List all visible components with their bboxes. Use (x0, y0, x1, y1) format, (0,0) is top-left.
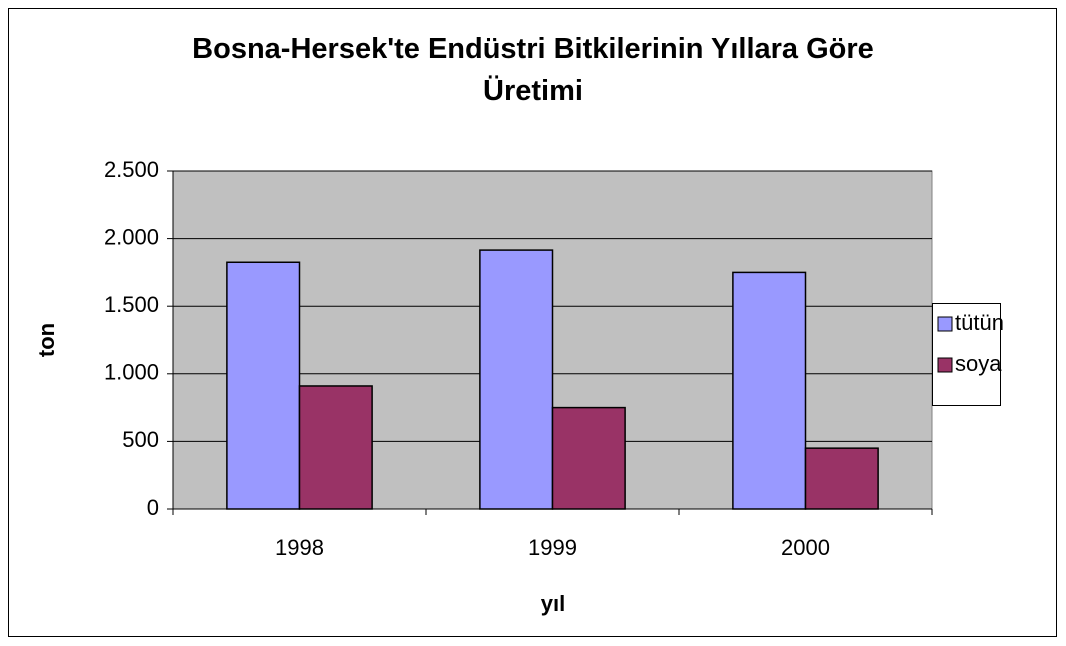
y-tick-label: 1.000 (104, 360, 159, 385)
bar (551, 406, 626, 510)
y-tick-label: 0 (147, 495, 159, 520)
y-tick-label: 1.500 (104, 292, 159, 317)
x-tick-label: 2000 (781, 535, 830, 560)
y-axis-title: ton (34, 323, 59, 357)
chart-title: Bosna-Hersek'te Endüstri Bitkilerinin Yı… (192, 33, 874, 107)
legend-label: soya (955, 351, 1002, 376)
bar (479, 249, 554, 510)
legend-swatch (937, 357, 953, 373)
y-tick-label: 2.000 (104, 224, 159, 249)
legend-label: tütün (955, 310, 1004, 335)
bar (804, 447, 879, 510)
bar (732, 271, 807, 510)
bar (226, 261, 301, 510)
x-tick-label: 1998 (275, 535, 324, 560)
x-axis-title: yıl (541, 591, 565, 616)
y-tick-label: 500 (122, 427, 159, 452)
legend-swatch (937, 316, 953, 332)
x-tick-label: 1999 (528, 535, 577, 560)
bar (298, 385, 373, 510)
y-tick-label: 2.500 (104, 157, 159, 182)
